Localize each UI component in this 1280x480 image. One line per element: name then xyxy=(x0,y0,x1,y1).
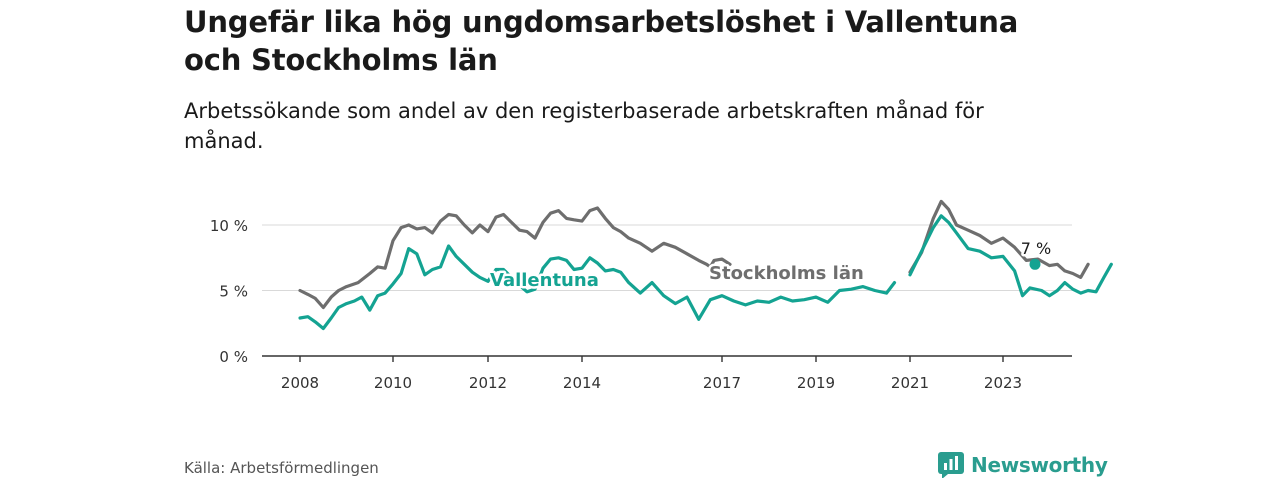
x-tick-label: 2008 xyxy=(281,374,319,392)
last-value-marker xyxy=(1029,258,1041,270)
series-labels: Vallentuna Stockholms län 7 % xyxy=(488,237,1054,294)
series-vallentuna xyxy=(298,214,1113,331)
axes: 0 % 5 % 10 % 2008 2010 2012 2014 2017 2019 2021 20… xyxy=(210,217,1072,392)
series-stockholms-lan xyxy=(298,199,1090,310)
x-tick-label: 2021 xyxy=(891,374,929,392)
chart-subtitle: Arbetssökande som andel av den registerb… xyxy=(184,99,984,153)
line-chart: 0 % 5 % 10 % 2008 2010 2012 2014 2017 2019 2021 20… xyxy=(210,199,1113,392)
y-tick-label: 0 % xyxy=(219,348,248,366)
x-tick-label: 2017 xyxy=(703,374,741,392)
gridlines xyxy=(262,224,1072,291)
x-tick-label: 2023 xyxy=(984,374,1022,392)
brand-name: Newsworthy xyxy=(971,453,1108,477)
x-tick-label: 2014 xyxy=(563,374,601,392)
chart-title: Ungefär lika hög ungdomsarbetslöshet i V… xyxy=(184,5,1019,77)
series-label-vallentuna: Vallentuna xyxy=(490,270,599,291)
series-line-stockholms-lan xyxy=(298,206,732,310)
y-tick-label: 5 % xyxy=(219,283,248,301)
x-tick-label: 2012 xyxy=(469,374,507,392)
series-label-stockholms-lan: Stockholms län xyxy=(709,263,864,284)
last-value-label: 7 % xyxy=(1021,239,1051,258)
series-line-stockholms-lan xyxy=(908,199,1090,279)
x-tick-label: 2019 xyxy=(797,374,835,392)
source-note: Källa: Arbetsförmedlingen xyxy=(184,459,379,477)
series-line-vallentuna xyxy=(298,244,897,331)
bar-chart-logo-icon xyxy=(938,452,964,478)
x-tick-label: 2010 xyxy=(374,374,412,392)
series-line-vallentuna xyxy=(908,214,1113,298)
brand-logo-link[interactable]: Newsworthy xyxy=(938,450,1108,480)
y-tick-label: 10 % xyxy=(210,217,248,235)
